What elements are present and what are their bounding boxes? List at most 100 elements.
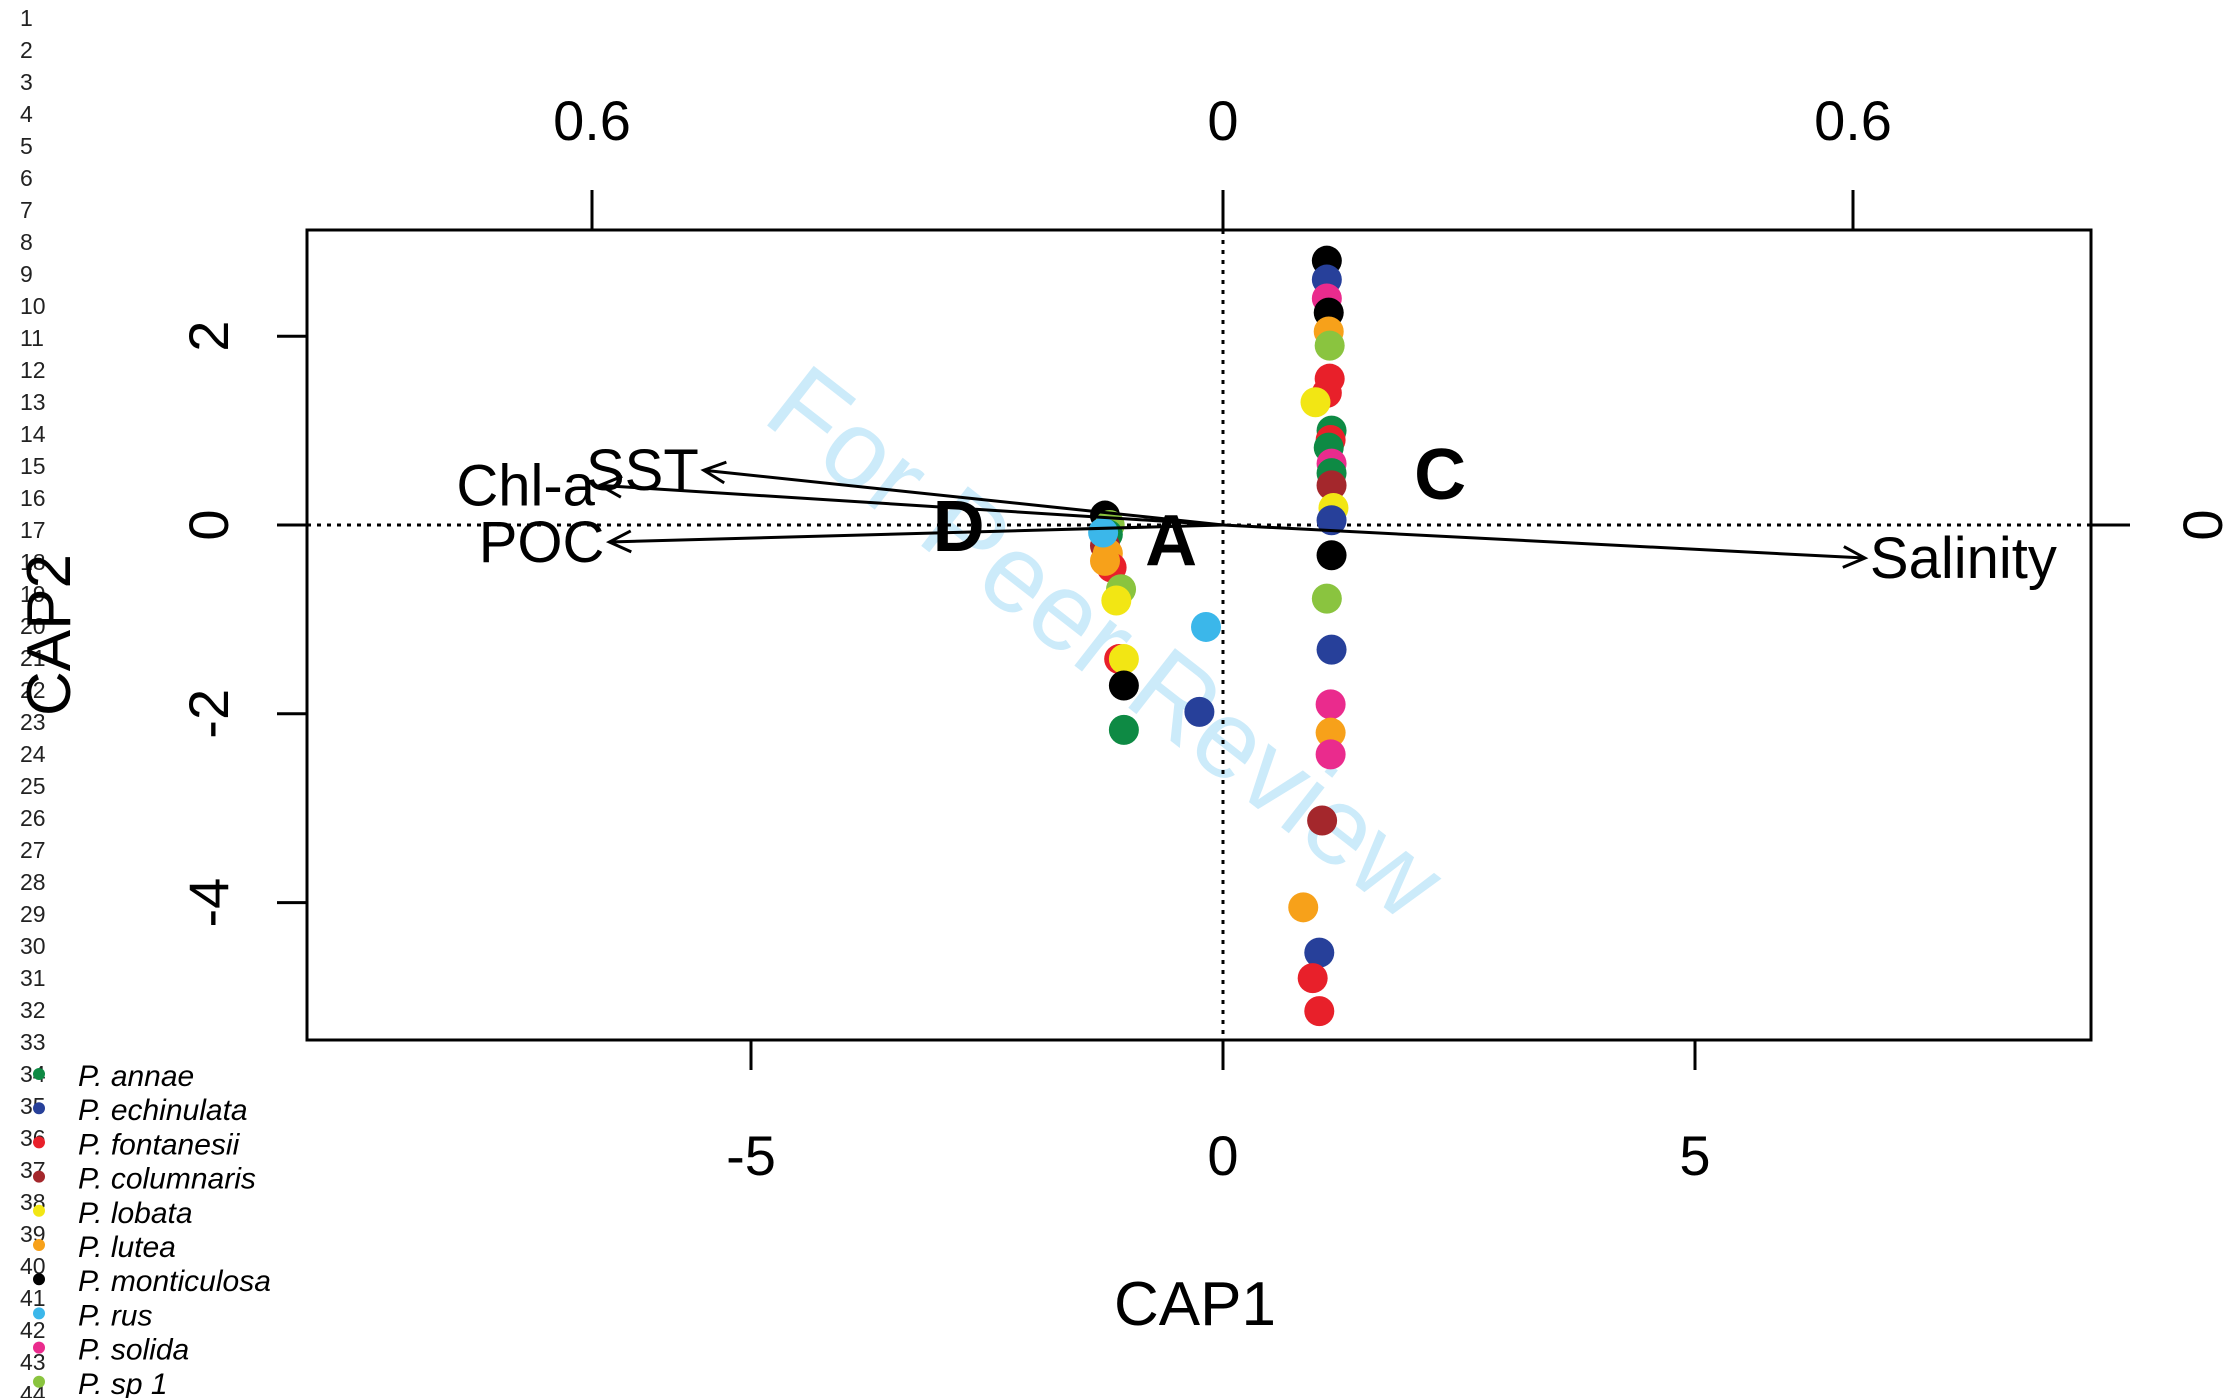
legend-marker bbox=[33, 1341, 45, 1354]
line-number: 30 bbox=[20, 933, 46, 959]
group-label: D bbox=[933, 487, 985, 567]
data-point bbox=[1184, 696, 1215, 727]
data-point bbox=[1288, 892, 1319, 923]
line-number: 32 bbox=[20, 997, 46, 1023]
line-number: 26 bbox=[20, 805, 46, 831]
legend-label: P. lobata bbox=[78, 1197, 193, 1230]
line-number: 12 bbox=[20, 357, 46, 383]
vector-label: Salinity bbox=[1870, 526, 2057, 591]
line-number: 6 bbox=[20, 165, 33, 191]
watermark-text: For Peer Review bbox=[745, 342, 1467, 944]
legend-marker bbox=[33, 1068, 45, 1080]
vector-arrowhead bbox=[700, 460, 727, 485]
line-number: 5 bbox=[20, 133, 33, 159]
data-point bbox=[1108, 714, 1139, 745]
x-tick-label: 5 bbox=[1679, 1124, 1710, 1187]
vector-arrow bbox=[609, 523, 1224, 544]
data-point bbox=[1101, 585, 1132, 616]
data-point bbox=[1314, 330, 1345, 361]
line-number: 11 bbox=[20, 325, 44, 351]
axes: -5 0 5 -4 -2 0 2 0.6 0 0.6 0 CAP1 CAP2 bbox=[15, 89, 2230, 1339]
vector-label: SST bbox=[586, 438, 699, 503]
legend-label: P. echinulata bbox=[78, 1094, 248, 1127]
legend-marker bbox=[33, 1273, 45, 1286]
line-number: 2 bbox=[20, 37, 33, 63]
legend-label: P. fontanesii bbox=[78, 1128, 241, 1161]
line-number: 4 bbox=[20, 101, 33, 127]
vector-label: Chl-a bbox=[456, 453, 595, 518]
line-number: 20 bbox=[20, 613, 46, 639]
data-points bbox=[1088, 245, 1349, 1027]
data-point bbox=[1307, 805, 1338, 836]
line-number: 25 bbox=[20, 773, 46, 799]
legend-label: P. sp 1 bbox=[78, 1368, 168, 1398]
top-tick-label: 0 bbox=[1207, 89, 1238, 152]
data-point bbox=[1090, 545, 1120, 576]
line-number: 16 bbox=[20, 485, 46, 511]
vector-arrow bbox=[703, 468, 1224, 527]
legend-label: P. solida bbox=[78, 1334, 189, 1367]
y-axis-title: CAP2 bbox=[15, 554, 84, 716]
vector-arrowhead bbox=[1842, 545, 1869, 569]
line-number: 27 bbox=[20, 837, 46, 863]
top-tick-label: 0.6 bbox=[553, 89, 631, 152]
line-number: 14 bbox=[20, 421, 46, 447]
legend-label: P. monticulosa bbox=[78, 1265, 271, 1298]
line-number: 18 bbox=[20, 549, 46, 575]
x-tick-label: 0 bbox=[1207, 1124, 1238, 1187]
legend-marker bbox=[33, 1204, 45, 1217]
vector-arrow bbox=[1222, 523, 1865, 560]
data-point bbox=[1304, 937, 1335, 968]
vector-arrowhead bbox=[605, 529, 632, 554]
data-point bbox=[1315, 717, 1346, 748]
y-tick-label: 0 bbox=[177, 509, 240, 540]
watermark-layer: For Peer Review bbox=[745, 342, 1467, 944]
data-point bbox=[1316, 505, 1347, 536]
legend-marker bbox=[33, 1239, 45, 1251]
legend-label: P. lutea bbox=[78, 1231, 176, 1264]
data-point bbox=[1191, 611, 1222, 642]
vector-label: POC bbox=[479, 510, 605, 575]
data-point bbox=[1108, 670, 1139, 701]
line-numbers: 1234567891011121314151617181920212223242… bbox=[20, 5, 46, 1398]
line-number: 3 bbox=[20, 69, 33, 95]
x-axis-title: CAP1 bbox=[1114, 1270, 1276, 1339]
line-number: 33 bbox=[20, 1029, 46, 1055]
vector-arrow bbox=[599, 483, 1224, 527]
line-number: 23 bbox=[20, 709, 46, 735]
legend-marker bbox=[33, 1136, 45, 1149]
top-tick-label: 0.6 bbox=[1814, 89, 1892, 152]
line-number: 42 bbox=[20, 1317, 46, 1343]
line-number: 9 bbox=[20, 261, 33, 287]
y-tick-label: 2 bbox=[177, 321, 240, 352]
x-tick-label: -5 bbox=[726, 1124, 776, 1187]
group-label: C bbox=[1414, 435, 1466, 515]
data-point bbox=[1297, 963, 1328, 994]
legend-label: P. columnaris bbox=[78, 1163, 256, 1196]
legend-marker bbox=[33, 1375, 45, 1388]
line-number: 7 bbox=[20, 197, 33, 223]
data-point bbox=[1088, 517, 1119, 548]
data-point bbox=[1315, 739, 1346, 770]
line-number: 15 bbox=[20, 453, 46, 479]
data-point bbox=[1316, 634, 1347, 665]
legend-marker bbox=[33, 1170, 45, 1183]
data-point bbox=[1304, 996, 1335, 1027]
data-point bbox=[1316, 470, 1347, 501]
line-number: 41 bbox=[20, 1285, 46, 1311]
data-point bbox=[1316, 540, 1347, 571]
legend-marker bbox=[33, 1307, 45, 1320]
group-label: A bbox=[1145, 501, 1197, 581]
line-number: 22 bbox=[20, 677, 46, 703]
line-number: 29 bbox=[20, 901, 46, 927]
line-number: 21 bbox=[20, 645, 46, 671]
data-point bbox=[1300, 387, 1331, 418]
line-number: 19 bbox=[20, 581, 46, 607]
legend-label: P. rus bbox=[78, 1299, 153, 1332]
data-point bbox=[1311, 583, 1342, 614]
y-tick-label: -4 bbox=[177, 878, 240, 928]
line-number: 10 bbox=[20, 293, 46, 319]
